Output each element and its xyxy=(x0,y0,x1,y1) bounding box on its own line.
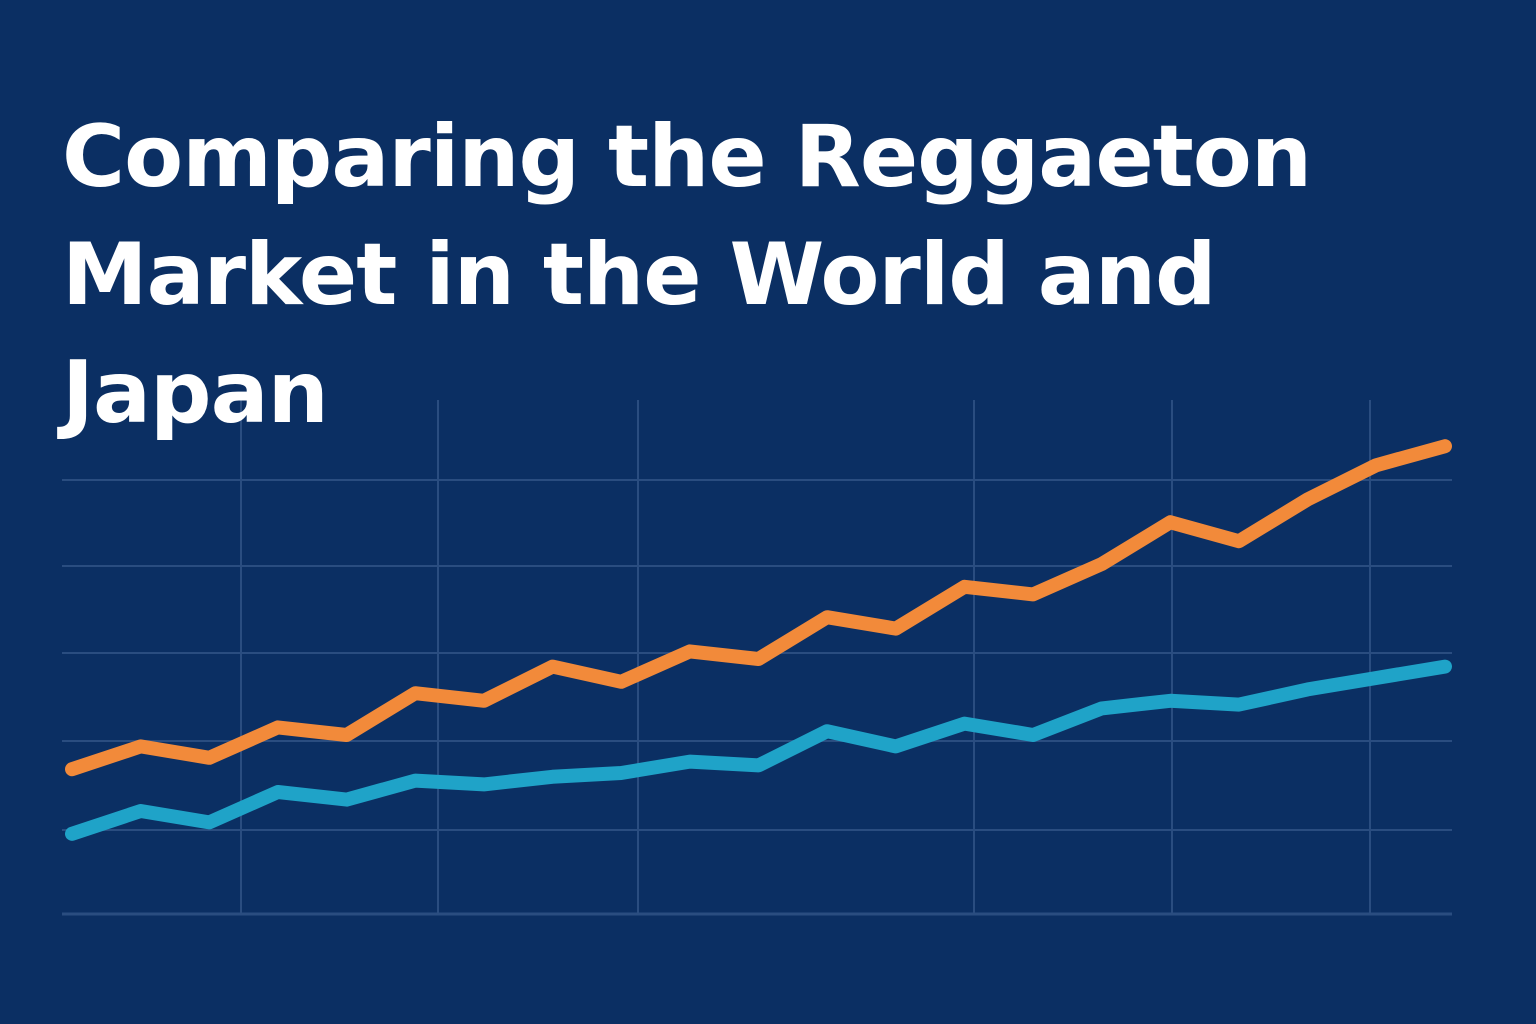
series-layer xyxy=(65,439,1452,841)
series-line-2 xyxy=(65,659,1452,841)
chart-title: Comparing the Reggaeton Market in the Wo… xyxy=(62,107,1312,443)
series-line-1 xyxy=(65,439,1452,777)
